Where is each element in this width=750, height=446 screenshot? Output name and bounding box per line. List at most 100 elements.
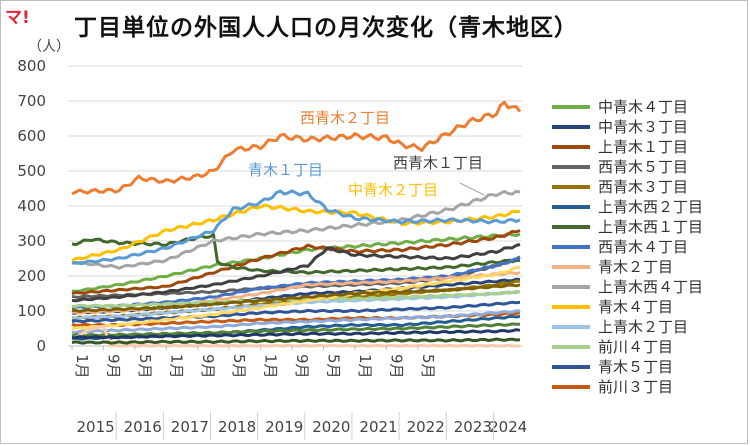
legend-label: 上青木西４丁目 bbox=[598, 278, 704, 296]
y-tick-label: 300 bbox=[17, 232, 46, 250]
x-year-label: 2017 bbox=[171, 418, 209, 436]
x-tick-label: 5月 bbox=[419, 354, 437, 379]
legend-item: 上青木西２丁目 bbox=[552, 197, 748, 217]
legend-swatch bbox=[552, 285, 590, 289]
x-tick-label: 9月 bbox=[293, 354, 311, 379]
x-year-label: 2016 bbox=[124, 418, 162, 436]
series-line bbox=[71, 328, 521, 340]
annotation-leader bbox=[459, 182, 485, 196]
x-year-label: 2020 bbox=[312, 418, 350, 436]
legend-swatch bbox=[552, 125, 590, 129]
series-line bbox=[71, 337, 521, 345]
legend-swatch bbox=[552, 325, 590, 329]
x-year-label: 2021 bbox=[359, 418, 397, 436]
series-annotation: 青木１丁目 bbox=[248, 161, 323, 179]
legend-item: 青木２丁目 bbox=[552, 257, 748, 277]
legend-swatch bbox=[552, 385, 590, 389]
x-year-label: 2023 bbox=[454, 418, 492, 436]
legend-swatch bbox=[552, 165, 590, 169]
legend-swatch bbox=[552, 145, 590, 149]
x-tick-label: 5月 bbox=[230, 354, 248, 379]
x-tick-label: 9月 bbox=[104, 354, 122, 379]
chart-title: 丁目単位の外国人人口の月次変化（青木地区） bbox=[74, 15, 578, 41]
x-tick-label: 5月 bbox=[325, 354, 343, 379]
series-line bbox=[71, 100, 522, 196]
legend-label: 中青木３丁目 bbox=[598, 118, 689, 136]
legend-label: 中青木４丁目 bbox=[598, 98, 689, 116]
x-tick-label: 5月 bbox=[136, 354, 154, 379]
legend-swatch bbox=[552, 245, 590, 249]
series-line bbox=[71, 314, 521, 341]
y-tick-label: 0 bbox=[36, 337, 46, 355]
legend-item: 青木５丁目 bbox=[552, 357, 748, 377]
legend-item: 前川３丁目 bbox=[552, 377, 748, 397]
x-year-label: 2024 bbox=[489, 418, 527, 436]
x-year-label: 2018 bbox=[218, 418, 256, 436]
y-axis-unit-label: （人） bbox=[28, 39, 70, 55]
series-line bbox=[71, 189, 521, 266]
series-line bbox=[71, 325, 520, 348]
legend-item: 上青木１丁目 bbox=[552, 137, 748, 157]
legend-swatch bbox=[552, 365, 590, 369]
legend-label: 上青木西１丁目 bbox=[598, 218, 704, 236]
series-line bbox=[71, 189, 521, 270]
legend-item: 青木４丁目 bbox=[552, 297, 748, 317]
y-tick-label: 400 bbox=[17, 197, 46, 215]
series-annotation: 西青木１丁目 bbox=[393, 154, 483, 172]
legend-label: 西青木４丁目 bbox=[598, 238, 689, 256]
series-line bbox=[71, 243, 521, 303]
series-line bbox=[71, 265, 521, 331]
series-line bbox=[71, 283, 521, 313]
legend-swatch bbox=[552, 185, 590, 189]
legend-label: 青木４丁目 bbox=[598, 298, 674, 316]
legend-swatch bbox=[552, 305, 590, 309]
series-annotation: 西青木２丁目 bbox=[300, 109, 390, 127]
legend-label: 青木５丁目 bbox=[598, 358, 674, 376]
x-year-label: 2022 bbox=[407, 418, 445, 436]
y-tick-label: 700 bbox=[17, 92, 46, 110]
x-tick-label: 1月 bbox=[356, 354, 374, 379]
y-tick-label: 500 bbox=[17, 162, 46, 180]
x-year-label: 2015 bbox=[76, 418, 114, 436]
series-line bbox=[72, 232, 521, 293]
x-tick-label: 1月 bbox=[73, 354, 91, 379]
legend-label: 前川３丁目 bbox=[598, 378, 674, 396]
series-line bbox=[71, 233, 521, 275]
legend-item: 上青木西１丁目 bbox=[552, 217, 748, 237]
series-line bbox=[71, 290, 521, 320]
legend-label: 西青木５丁目 bbox=[598, 158, 689, 176]
legend-label: 上青木１丁目 bbox=[598, 138, 689, 156]
legend-swatch bbox=[552, 225, 590, 229]
series-line bbox=[71, 229, 521, 296]
legend-swatch bbox=[552, 265, 590, 269]
chart-legend: 中青木４丁目 中青木３丁目 上青木１丁目 西青木５丁目 西青木３丁目 上青木西２丁目 上青木… bbox=[552, 97, 748, 397]
y-tick-label: 100 bbox=[17, 302, 46, 320]
legend-item: 西青木３丁目 bbox=[552, 177, 748, 197]
y-tick-label: 800 bbox=[17, 57, 46, 75]
series-line bbox=[71, 309, 521, 334]
legend-item: 西青木４丁目 bbox=[552, 237, 748, 257]
legend-item: 上青木西４丁目 bbox=[552, 277, 748, 297]
x-tick-label: 1月 bbox=[167, 354, 185, 379]
x-tick-label: 9月 bbox=[387, 354, 405, 379]
y-tick-label: 600 bbox=[17, 127, 46, 145]
x-tick-label: 1月 bbox=[262, 354, 280, 379]
legend-label: 前川４丁目 bbox=[598, 338, 674, 356]
legend-item: 前川４丁目 bbox=[552, 337, 748, 357]
x-year-label: 2019 bbox=[265, 418, 303, 436]
legend-swatch bbox=[552, 345, 590, 349]
legend-label: 西青木３丁目 bbox=[598, 178, 689, 196]
legend-item: 中青木４丁目 bbox=[552, 97, 748, 117]
y-tick-label: 200 bbox=[17, 267, 46, 285]
legend-label: 上青木２丁目 bbox=[598, 318, 689, 336]
legend-item: 中青木３丁目 bbox=[552, 117, 748, 137]
legend-swatch bbox=[552, 105, 590, 109]
legend-label: 上青木西２丁目 bbox=[598, 198, 704, 216]
series-line bbox=[71, 300, 521, 324]
legend-item: 西青木５丁目 bbox=[552, 157, 748, 177]
x-tick-label: 9月 bbox=[199, 354, 217, 379]
brand-logo: マ! bbox=[5, 8, 30, 28]
series-line bbox=[71, 322, 520, 338]
